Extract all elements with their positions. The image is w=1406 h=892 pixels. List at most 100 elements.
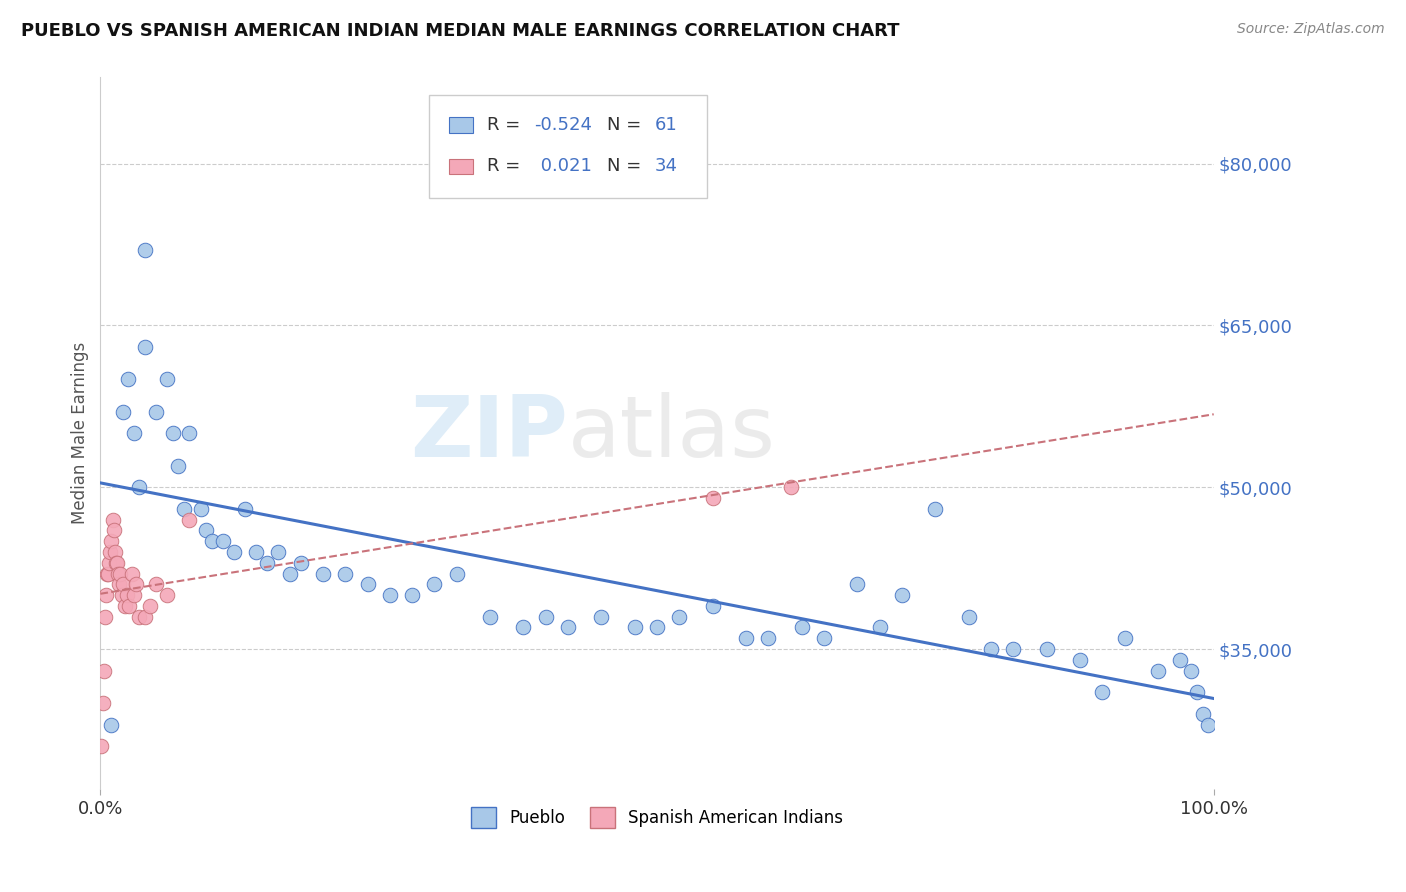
Point bbox=[122, 426, 145, 441]
Point bbox=[645, 620, 668, 634]
Point bbox=[156, 588, 179, 602]
Point bbox=[90, 739, 112, 753]
Point bbox=[1114, 632, 1136, 646]
Point bbox=[104, 556, 127, 570]
Point bbox=[779, 480, 801, 494]
Point bbox=[104, 545, 127, 559]
FancyBboxPatch shape bbox=[429, 95, 707, 198]
Point bbox=[122, 588, 145, 602]
Text: ZIP: ZIP bbox=[411, 392, 568, 475]
Point bbox=[1069, 653, 1091, 667]
Point bbox=[94, 609, 117, 624]
Point bbox=[105, 556, 128, 570]
Point bbox=[290, 556, 312, 570]
Point bbox=[108, 577, 131, 591]
Point bbox=[93, 664, 115, 678]
Point bbox=[111, 405, 134, 419]
Point bbox=[134, 609, 156, 624]
Point bbox=[117, 372, 139, 386]
Point bbox=[128, 480, 150, 494]
Point bbox=[97, 566, 120, 581]
Point bbox=[869, 620, 891, 634]
Point bbox=[98, 556, 121, 570]
Point bbox=[378, 588, 401, 602]
Y-axis label: Median Male Earnings: Median Male Earnings bbox=[72, 343, 89, 524]
Point bbox=[1035, 642, 1057, 657]
Text: Source: ZipAtlas.com: Source: ZipAtlas.com bbox=[1237, 22, 1385, 37]
Point bbox=[591, 609, 613, 624]
Point bbox=[162, 426, 184, 441]
Text: PUEBLO VS SPANISH AMERICAN INDIAN MEDIAN MALE EARNINGS CORRELATION CHART: PUEBLO VS SPANISH AMERICAN INDIAN MEDIAN… bbox=[21, 22, 900, 40]
Point bbox=[134, 340, 156, 354]
Point bbox=[335, 566, 357, 581]
Point bbox=[1091, 685, 1114, 699]
Point bbox=[702, 599, 724, 613]
Point bbox=[756, 632, 779, 646]
Point bbox=[256, 556, 278, 570]
Text: -0.524: -0.524 bbox=[534, 116, 592, 134]
Point bbox=[100, 717, 122, 731]
Point bbox=[423, 577, 446, 591]
Point bbox=[512, 620, 534, 634]
Point bbox=[115, 588, 138, 602]
Point bbox=[121, 566, 143, 581]
Point bbox=[201, 534, 224, 549]
Point bbox=[145, 405, 167, 419]
Text: 0.021: 0.021 bbox=[534, 157, 592, 176]
Point bbox=[100, 534, 122, 549]
FancyBboxPatch shape bbox=[449, 159, 474, 174]
Point bbox=[110, 588, 132, 602]
Point bbox=[1185, 685, 1208, 699]
Point bbox=[557, 620, 579, 634]
Point bbox=[735, 632, 758, 646]
Text: R =: R = bbox=[486, 157, 526, 176]
Point bbox=[233, 501, 256, 516]
Point bbox=[1168, 653, 1191, 667]
Point bbox=[312, 566, 335, 581]
Point bbox=[173, 501, 195, 516]
Point bbox=[790, 620, 813, 634]
Point bbox=[479, 609, 502, 624]
Point bbox=[245, 545, 267, 559]
Text: 61: 61 bbox=[655, 116, 678, 134]
Point bbox=[94, 588, 117, 602]
Point bbox=[356, 577, 378, 591]
Text: N =: N = bbox=[607, 116, 647, 134]
Point bbox=[179, 513, 201, 527]
Point bbox=[156, 372, 179, 386]
Point bbox=[957, 609, 980, 624]
Point bbox=[195, 524, 218, 538]
Point bbox=[980, 642, 1002, 657]
Point bbox=[211, 534, 233, 549]
Point bbox=[924, 501, 946, 516]
Point bbox=[100, 545, 122, 559]
Point bbox=[702, 491, 724, 505]
Point bbox=[179, 426, 201, 441]
Point bbox=[1180, 664, 1202, 678]
Point bbox=[134, 243, 156, 257]
Point bbox=[107, 566, 129, 581]
Text: 34: 34 bbox=[655, 157, 678, 176]
Point bbox=[91, 696, 114, 710]
Point bbox=[114, 599, 136, 613]
Point bbox=[267, 545, 290, 559]
FancyBboxPatch shape bbox=[449, 118, 474, 133]
Point bbox=[145, 577, 167, 591]
Point bbox=[103, 524, 125, 538]
Point bbox=[167, 458, 190, 473]
Point bbox=[1002, 642, 1025, 657]
Text: atlas: atlas bbox=[568, 392, 776, 475]
Point bbox=[534, 609, 557, 624]
Point bbox=[846, 577, 869, 591]
Legend: Pueblo, Spanish American Indians: Pueblo, Spanish American Indians bbox=[464, 801, 851, 834]
Point bbox=[125, 577, 148, 591]
Point bbox=[401, 588, 423, 602]
Point bbox=[118, 599, 141, 613]
Point bbox=[101, 513, 124, 527]
Point bbox=[278, 566, 301, 581]
Text: N =: N = bbox=[607, 157, 647, 176]
Point bbox=[1147, 664, 1170, 678]
Point bbox=[128, 609, 150, 624]
Point bbox=[1197, 717, 1219, 731]
Point bbox=[222, 545, 245, 559]
